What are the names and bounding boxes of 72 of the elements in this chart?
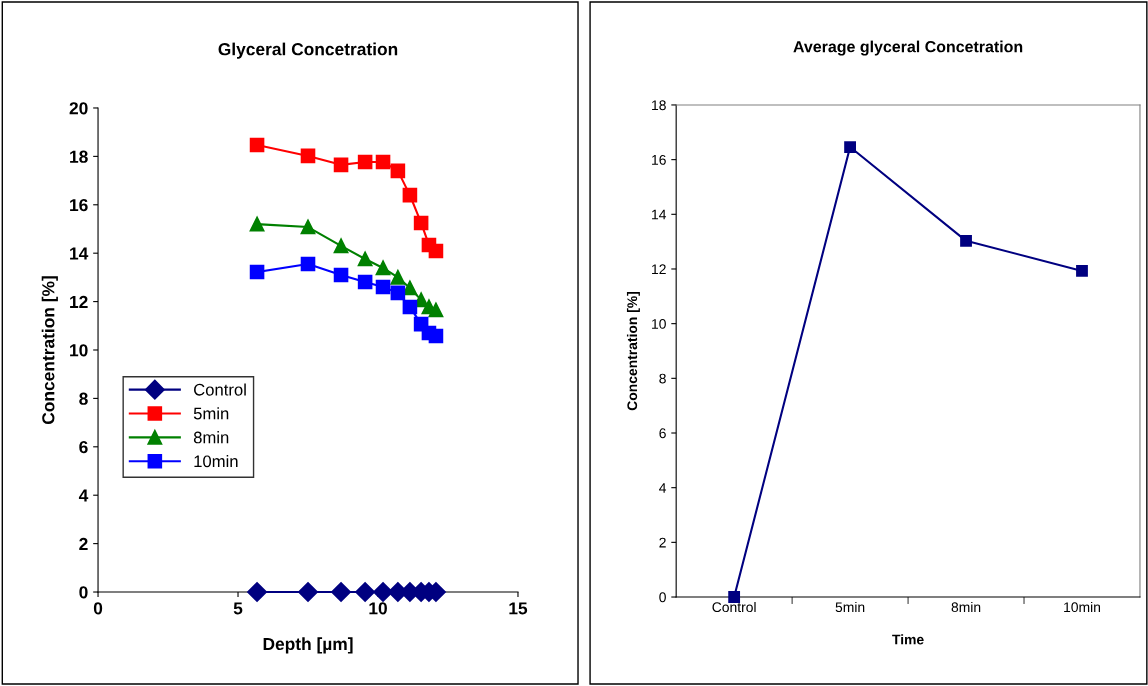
y-tick-label: 16 [652,154,666,165]
y-tick-label: 6 [659,428,666,439]
y-tick-label: 14 [70,247,89,260]
point [249,216,265,232]
y-tick-label: 10 [652,318,666,329]
point [331,582,351,602]
point [390,270,406,285]
point [390,285,406,301]
legend-label: 5min [193,407,229,420]
point [428,243,444,259]
y-axis-title: Concentration [%] [626,291,640,411]
chart-title: Glyceral Concetration [218,42,398,59]
y-tick-label: 0 [659,592,666,603]
point [249,264,265,280]
y-tick-label: 16 [70,198,88,212]
legend-label: 8min [193,431,229,444]
point [728,591,741,603]
chart-title: Average glyceral Concetration [793,40,1023,56]
point [375,154,391,170]
y-tick-label: 2 [659,537,666,548]
y-tick-label: 0 [79,586,88,599]
point [402,187,418,203]
point [357,274,373,290]
point [960,234,972,247]
point [1076,264,1088,277]
point [249,137,265,153]
point [844,141,856,153]
y-tick-label: 2 [79,537,88,550]
y-tick-label: 10 [70,344,88,357]
y-tick-label: 14 [652,209,667,220]
point [300,219,316,235]
x-tick-label: 8min [951,601,981,613]
point [413,215,429,231]
y-tick-label: 20 [69,102,88,115]
point [357,154,373,170]
x-tick-label: 5 [233,602,243,615]
y-axis-title: Concentration [%] [41,276,58,425]
y-tick-label: 6 [79,440,88,454]
y-tick-label: 4 [659,483,667,493]
point [428,328,444,344]
point [247,582,267,602]
point [375,260,391,276]
y-tick-label: 8 [79,392,88,405]
y-tick-label: 4 [78,489,89,502]
x-axis-title: Depth [µm] [263,637,353,654]
x-axis-title: Time [892,634,924,645]
x-tick-label: 10min [1064,601,1100,613]
x-tick-label: 0 [93,602,103,615]
y-tick-label: 18 [70,150,88,163]
point [373,582,393,602]
x-tick-label: 10 [369,602,387,615]
point [428,302,444,318]
point [355,582,375,602]
x-tick-label: Control [712,601,756,613]
point [333,157,349,173]
point [300,148,316,164]
y-tick-label: 18 [652,100,666,111]
point [390,163,406,179]
point [300,256,316,272]
legend-label: Control [194,383,246,396]
y-tick-label: 12 [70,295,88,308]
point [333,267,349,283]
point [298,582,318,602]
point [402,299,418,315]
y-tick-label: 8 [659,373,666,384]
point [375,279,391,295]
legend-label: 10min [194,454,238,468]
point [357,251,373,267]
x-tick-label: 15 [509,602,528,615]
point [333,238,349,254]
x-tick-label: 5min [835,601,865,613]
y-tick-label: 12 [652,264,666,275]
